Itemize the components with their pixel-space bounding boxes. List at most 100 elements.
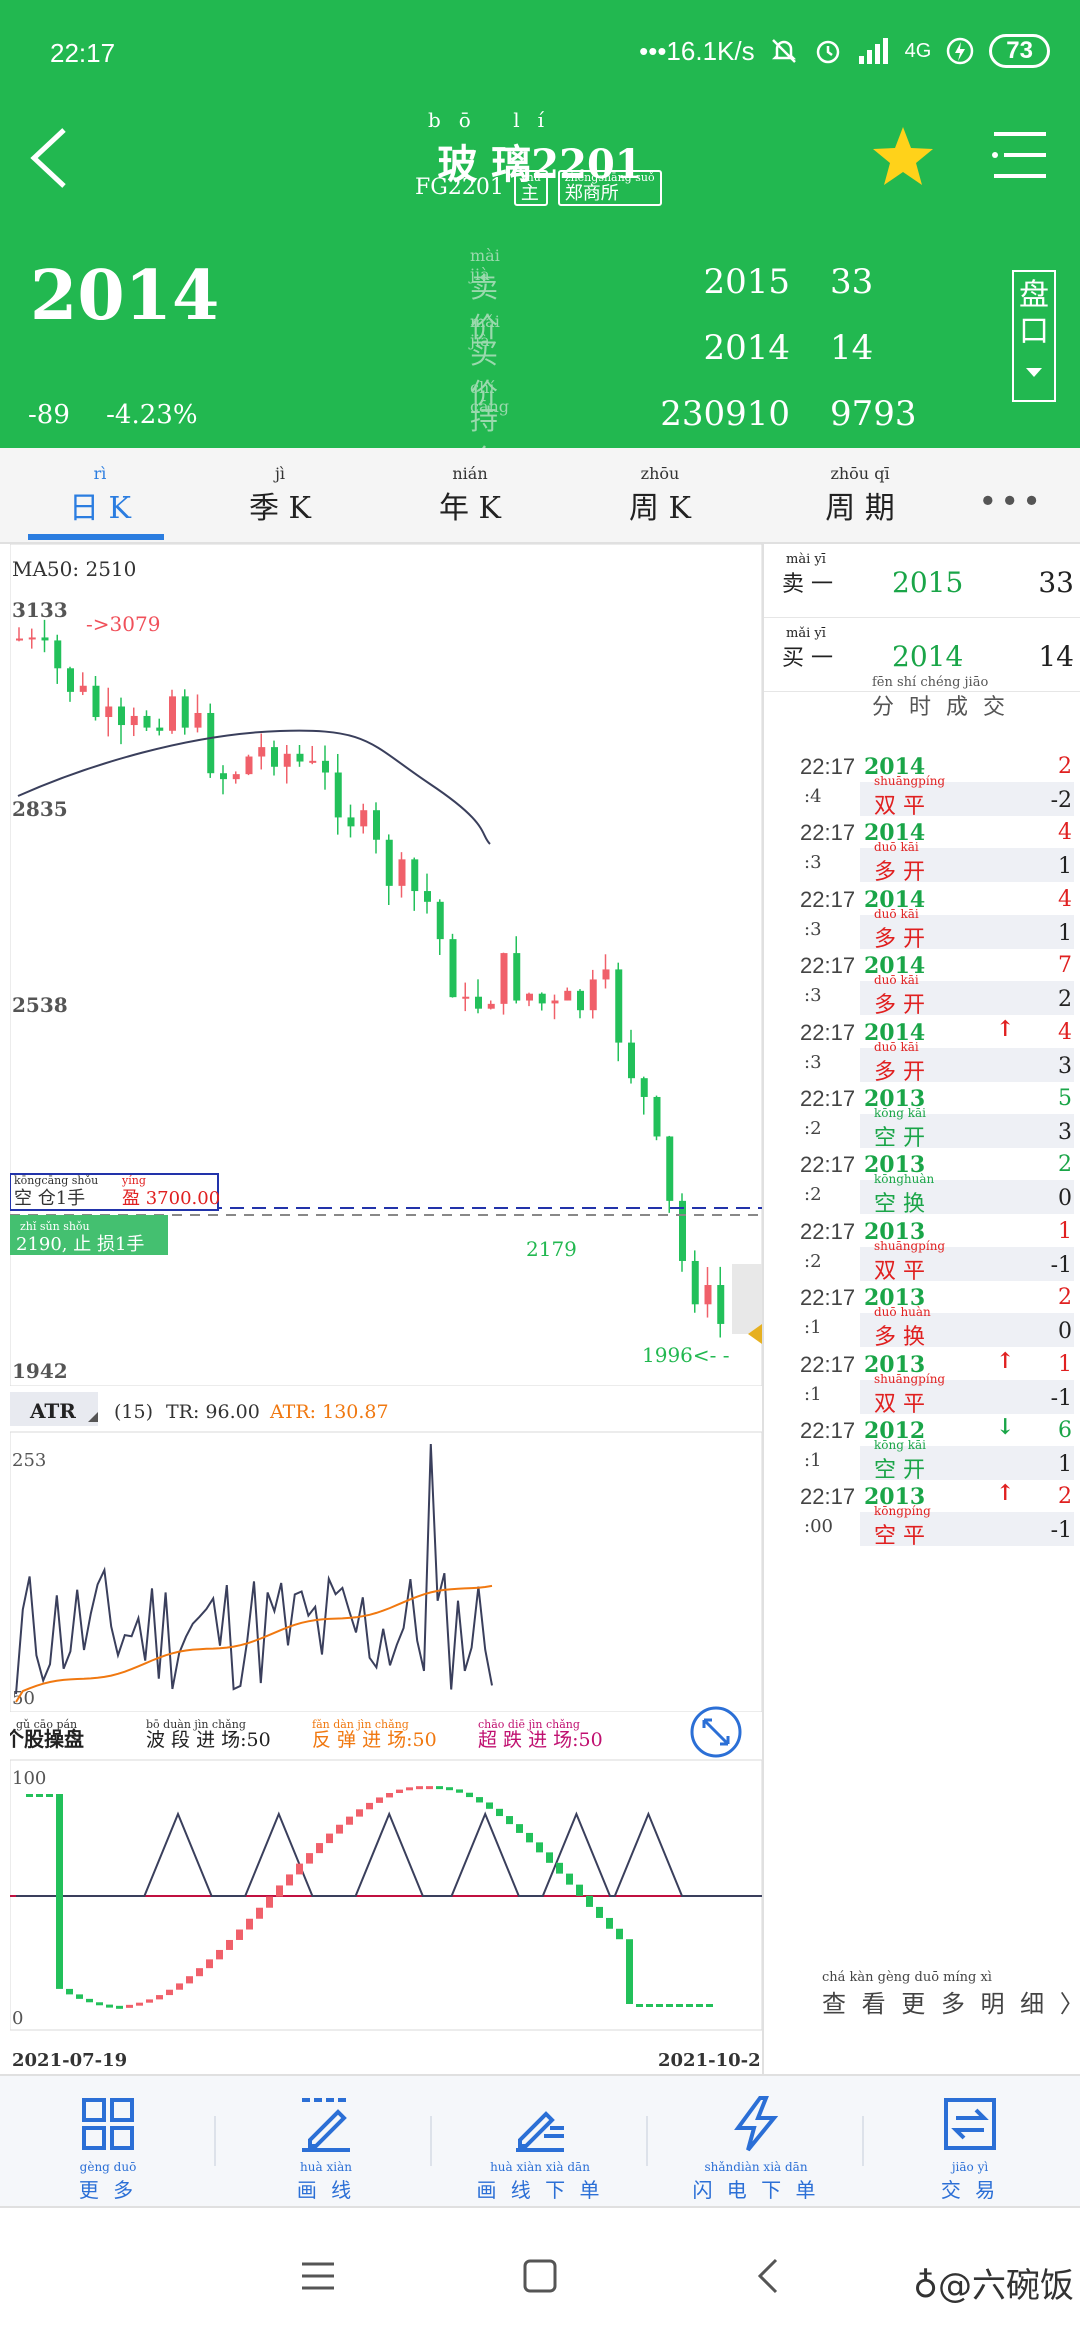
osc-y-bottom: 0: [12, 2008, 23, 2029]
candle-body: [398, 859, 406, 886]
wave-entry-label: 波 段 进 场:50: [146, 1729, 271, 1751]
candle-body: [385, 839, 393, 886]
trade-seq: :3: [804, 852, 822, 874]
oscillator-bar: [336, 1824, 343, 1834]
back-chevron-icon[interactable]: [748, 2256, 788, 2296]
sell-price: 2015: [703, 262, 790, 302]
oscillator-bar: [416, 1786, 423, 1790]
home-square-icon[interactable]: [520, 2256, 560, 2296]
trade-price: 2013: [864, 1086, 926, 1112]
candle-body: [551, 1000, 559, 1004]
oscillator-bar: [486, 1802, 493, 1809]
trade-qty: 2: [1058, 1152, 1072, 1178]
oscillator-bar: [66, 1988, 73, 1995]
oscillator-bar: [346, 1816, 353, 1825]
flash-order-button[interactable]: shǎndiàn xià dān 闪 电 下 单: [686, 2096, 826, 2203]
trade-time: 22:17: [800, 754, 856, 779]
menu-icon[interactable]: [990, 130, 1050, 180]
trade-seq: :2: [804, 1184, 822, 1206]
oscillator-bar: [46, 1794, 53, 1797]
oscillator-bar: [216, 1949, 223, 1960]
candle-body: [640, 1078, 648, 1097]
osc-name: 个股操盘: [10, 1727, 84, 1751]
chart-svg[interactable]: MA50: 2510 3133 2835 2538 1942 ->3079 21…: [3, 543, 1080, 2074]
candle-body: [411, 859, 419, 892]
rebound-entry-label: 反 弹 进 场:50: [312, 1729, 437, 1751]
oscillator-bar: [206, 1959, 213, 1969]
candle-body: [245, 756, 253, 775]
svg-text:zhǐ sǔn shǒu: zhǐ sǔn shǒu: [20, 1220, 90, 1233]
candlestick-series: [16, 619, 725, 1338]
system-nav-bar: ♁@六碗饭: [0, 2208, 1080, 2340]
trade-time: 22:17: [800, 1418, 856, 1443]
position-label: 空 仓1手: [14, 1188, 85, 1209]
back-arrow-icon[interactable]: [22, 118, 82, 198]
trade-time: 22:17: [800, 886, 856, 912]
tab-quarterly-k[interactable]: jì 季 K: [249, 464, 311, 526]
tab-weekly-k[interactable]: zhōu 周 K: [629, 464, 691, 526]
draw-line-button[interactable]: huà xiàn 画 线: [256, 2096, 396, 2203]
trade-time: 22:17: [800, 1285, 856, 1311]
candle-body: [118, 706, 125, 726]
oscillator-bar: [236, 1929, 243, 1940]
oscillator-bar: [226, 1939, 233, 1950]
candle-body: [449, 939, 457, 998]
trade-time: 22:17: [800, 1351, 856, 1377]
more-tabs-button[interactable]: •••: [978, 482, 1044, 520]
candle-body: [373, 810, 380, 840]
oscillator-bar: [546, 1852, 553, 1863]
trade-kind: duō kāi 多 开: [860, 907, 1074, 952]
more-button[interactable]: gèng duō 更 多: [38, 2096, 178, 2203]
candle-body: [360, 810, 368, 827]
favorite-star-icon[interactable]: [870, 124, 936, 190]
trade-row: 22:17 2013 ↑ 2:00 kōngpíng 空 平 -1: [764, 1480, 1080, 1580]
candle-body: [143, 715, 151, 728]
chevron-down-icon: [1026, 368, 1042, 377]
main-contract-tag: zhǔ 主: [513, 170, 548, 206]
oscillator-bar: [156, 1995, 163, 2000]
trade-kind: shuāngpíng 双 平: [860, 774, 1074, 819]
draw-line-order-button[interactable]: huà xiàn xià dān 画 线 下 单: [470, 2096, 610, 2203]
trade-row: 22:17 2014 2:4 shuāngpíng 双 平 -2: [764, 754, 1080, 850]
trade-price: 2012: [864, 1418, 926, 1444]
tab-daily-k[interactable]: rì 日 K: [69, 464, 131, 526]
tab-yearly-k[interactable]: nián 年 K: [439, 464, 501, 526]
period-tabs: rì 日 K jì 季 K nián 年 K zhōu 周 K zhōu qī 周 期 •…: [0, 448, 1080, 544]
oscillator-bar: [376, 1797, 383, 1803]
view-more-details-link[interactable]: chá kàn gèng duō míng xì 查 看 更 多 明 细 〉: [822, 1970, 1080, 2018]
trade-arrow-icon: ↑: [996, 1480, 1015, 1507]
buy-price: 2014: [703, 328, 790, 368]
pen-icon: [302, 2098, 350, 2152]
trade-seq: :3: [804, 985, 822, 1007]
trade-qty: 6: [1058, 1418, 1072, 1443]
trade-qty: 4: [1058, 886, 1072, 912]
chart-area[interactable]: MA50: 2510 3133 2835 2538 1942 ->3079 21…: [3, 543, 1080, 2074]
oscillator-bar: [276, 1885, 283, 1897]
oscillator-bar: [426, 1786, 433, 1790]
ask-1-row: mài yī 卖 一 2015 33: [764, 548, 1080, 618]
candle-body: [347, 817, 355, 827]
candle-body: [475, 996, 482, 1009]
trade-button[interactable]: jiāo yì 交 易: [900, 2096, 1040, 2203]
trade-time: 22:17: [800, 1086, 856, 1111]
trade-time: 22:17: [800, 1152, 856, 1178]
recents-menu-icon[interactable]: [298, 2256, 338, 2296]
trade-icon: [944, 2098, 996, 2150]
watermark: ♁@六碗饭: [913, 2266, 1074, 2306]
oscillator-bar: [586, 1895, 593, 1907]
trade-price: 2014: [864, 953, 926, 980]
bid-1-volume: 14: [1038, 640, 1074, 673]
order-book-toggle[interactable]: 盘口: [1012, 270, 1056, 402]
oscillator-bar: [286, 1874, 293, 1886]
y-label-3: 2538: [12, 993, 68, 1017]
oscillator-bar: [246, 1918, 253, 1930]
oscillator-bar: [86, 1998, 93, 2003]
ma50-line: [17, 729, 491, 845]
tab-period[interactable]: zhōu qī 周 期: [825, 464, 895, 526]
trade-seq: :1: [804, 1317, 822, 1339]
sell-price-label: 卖 价: [470, 271, 507, 344]
title-ruby: bō lí: [428, 108, 562, 132]
trade-arrow-icon: ↑: [996, 1015, 1015, 1042]
